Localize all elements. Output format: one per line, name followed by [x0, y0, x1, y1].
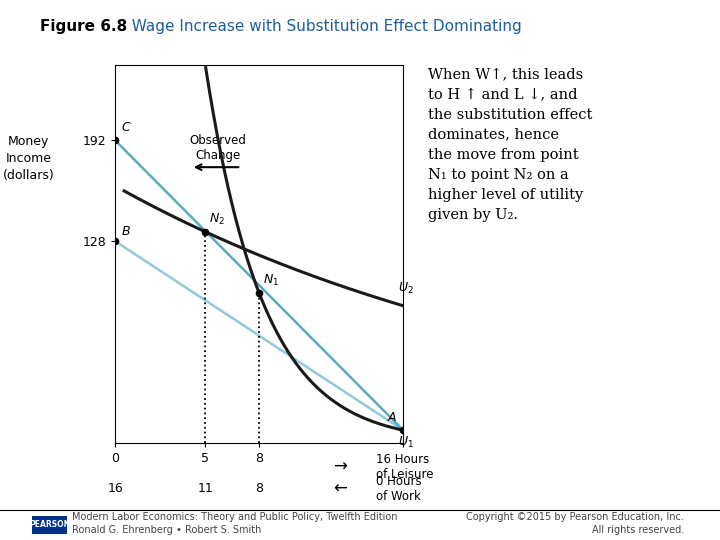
Text: $U_1$: $U_1$ — [397, 435, 414, 450]
Text: Modern Labor Economics: Theory and Public Policy, Twelfth Edition
Ronald G. Ehre: Modern Labor Economics: Theory and Publi… — [72, 512, 397, 535]
Text: $A$: $A$ — [387, 411, 397, 424]
Text: When W↑, this leads
to H ↑ and L ↓, and
the substitution effect
dominates, hence: When W↑, this leads to H ↑ and L ↓, and … — [428, 68, 593, 222]
Text: $N_2$: $N_2$ — [209, 212, 225, 227]
Text: Copyright ©2015 by Pearson Education, Inc.
All rights reserved.: Copyright ©2015 by Pearson Education, In… — [466, 512, 684, 535]
Text: 11: 11 — [197, 482, 213, 495]
Text: Wage Increase with Substitution Effect Dominating: Wage Increase with Substitution Effect D… — [122, 19, 522, 34]
Text: ←: ← — [333, 480, 347, 498]
Text: 16: 16 — [107, 482, 123, 495]
Text: $C$: $C$ — [121, 121, 131, 134]
Text: →: → — [333, 458, 347, 476]
Text: 8: 8 — [255, 482, 264, 495]
Text: Money
Income
(dollars): Money Income (dollars) — [3, 135, 55, 182]
Text: 16 Hours
of Leisure: 16 Hours of Leisure — [377, 453, 433, 481]
Text: $N_1$: $N_1$ — [263, 273, 279, 288]
Text: $U_2$: $U_2$ — [397, 281, 413, 296]
Text: $B$: $B$ — [121, 225, 130, 238]
Text: 0 Hours
of Work: 0 Hours of Work — [377, 475, 422, 503]
Text: Figure 6.8: Figure 6.8 — [40, 19, 127, 34]
Text: PEARSON: PEARSON — [29, 521, 71, 529]
Text: Observed
Change: Observed Change — [189, 134, 246, 163]
